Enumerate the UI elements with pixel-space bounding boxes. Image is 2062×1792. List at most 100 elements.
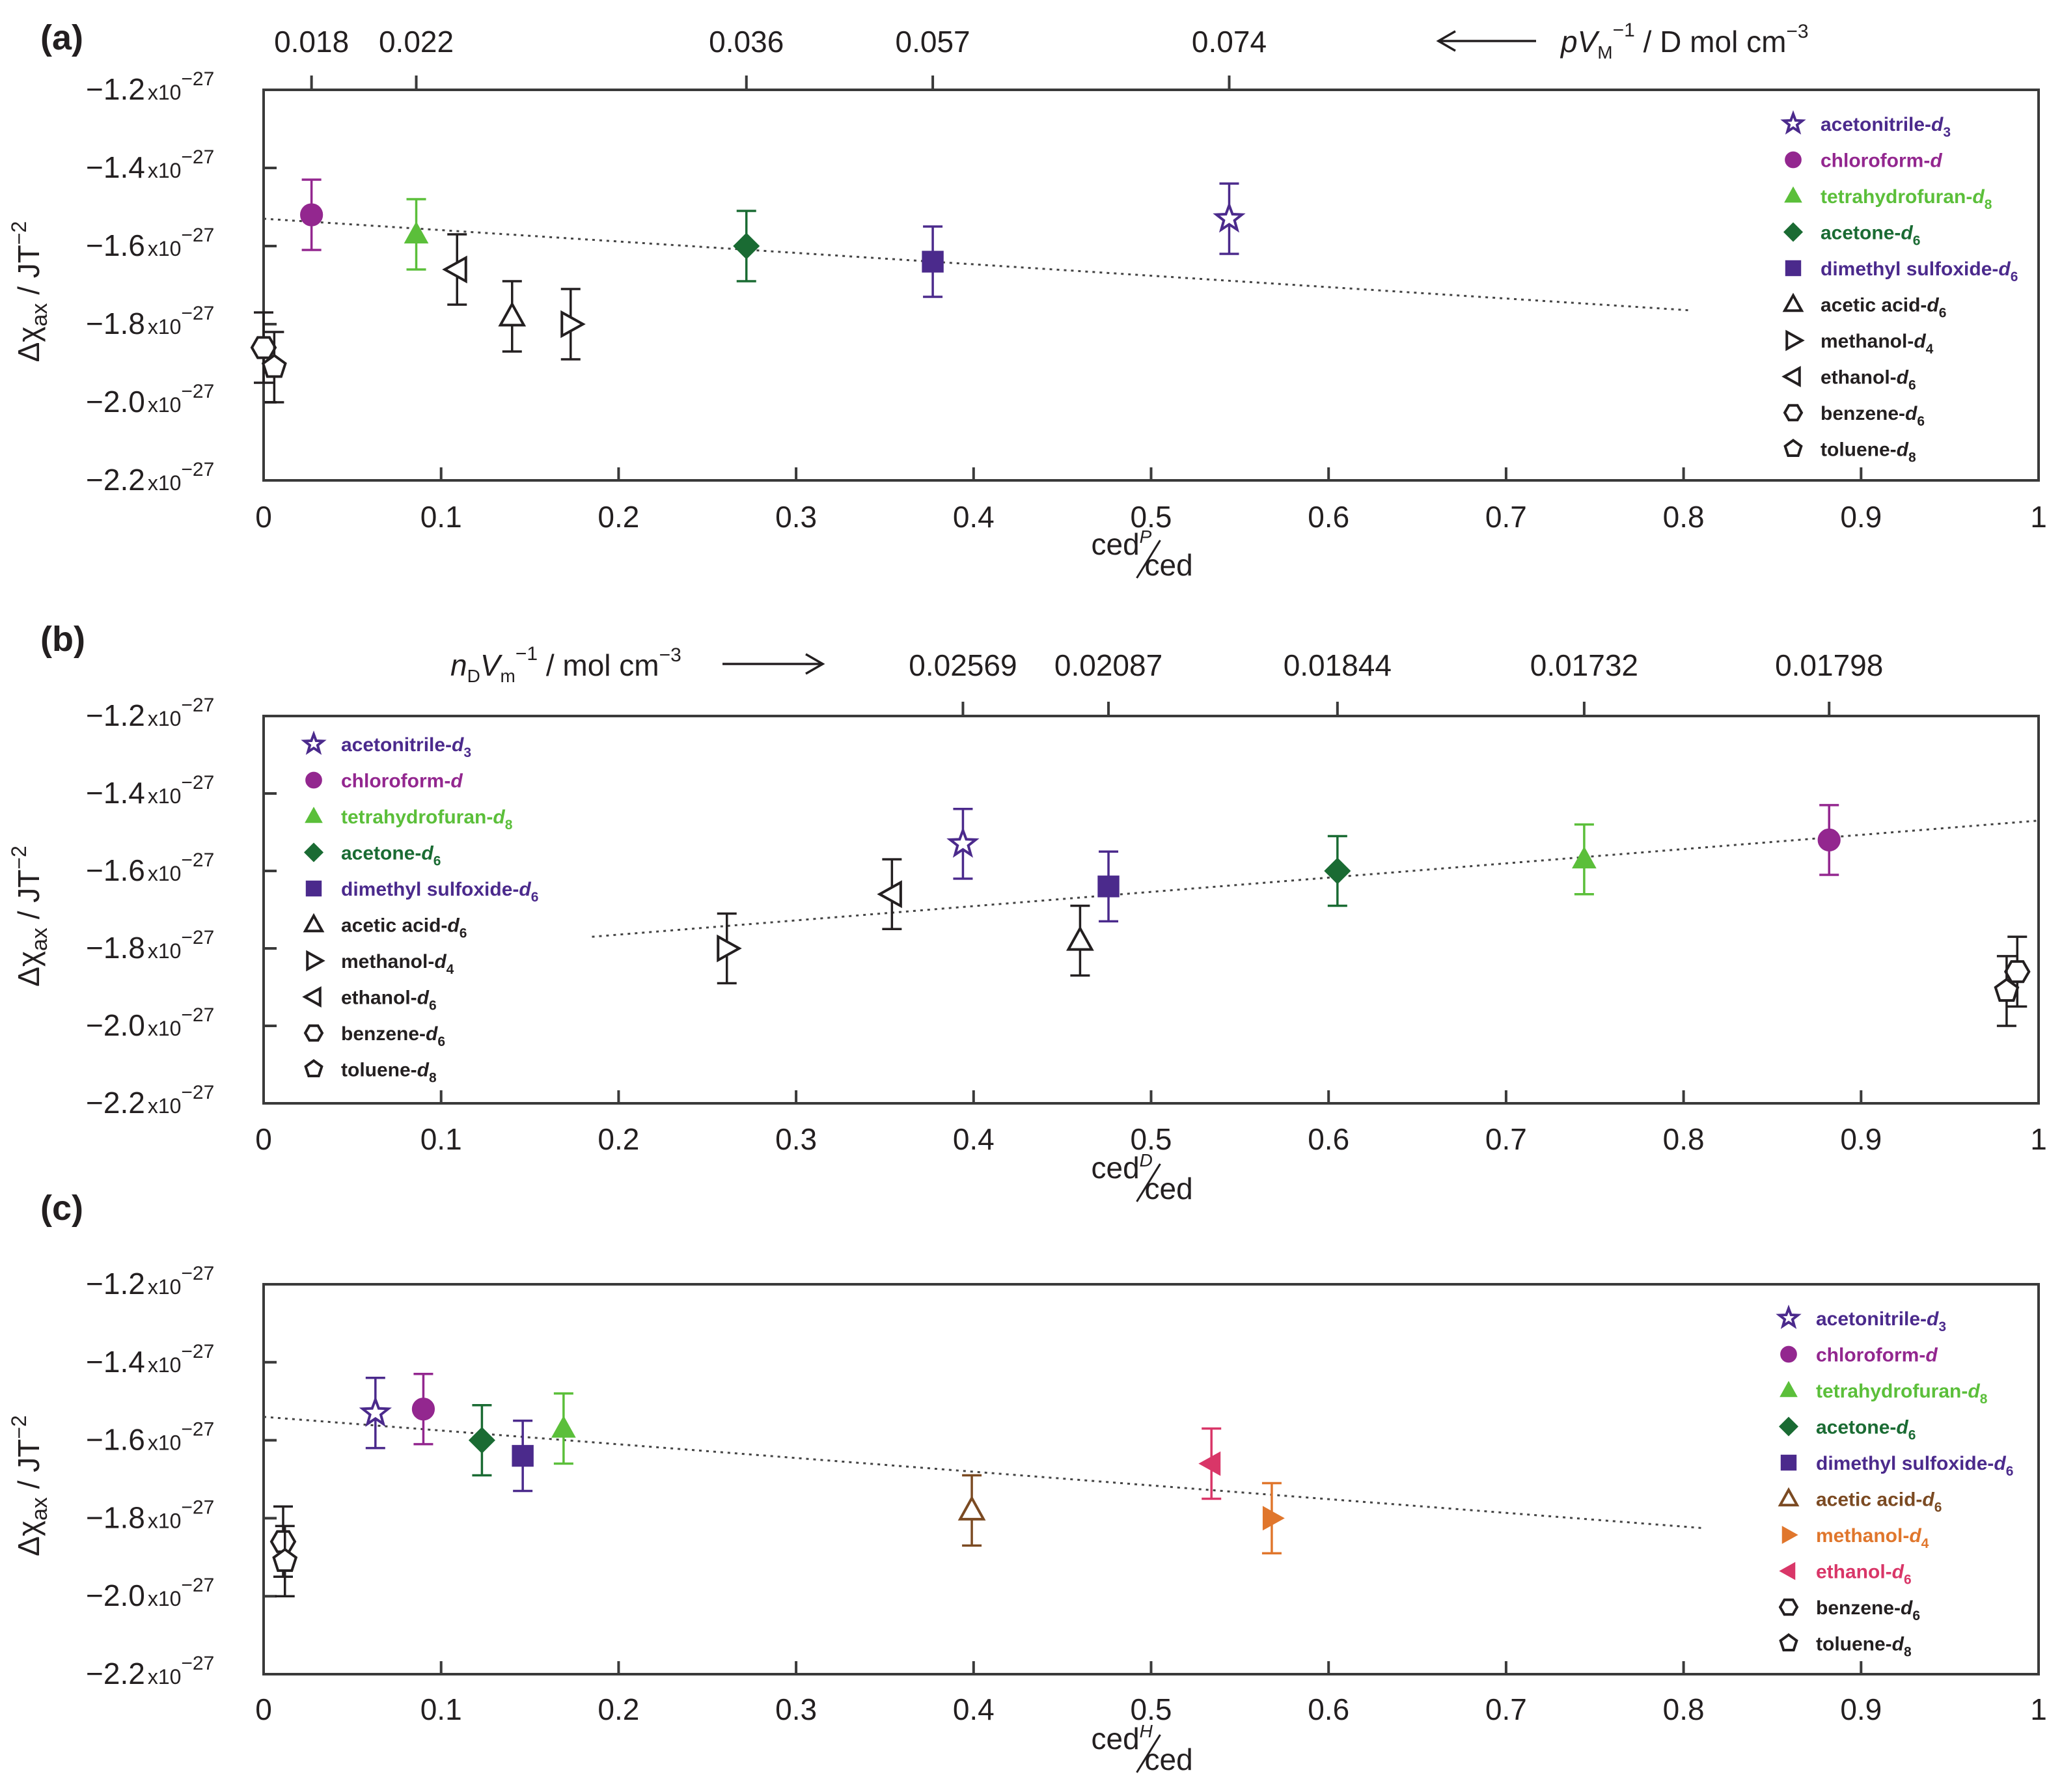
point-methanol-d4 — [717, 934, 742, 963]
legend-label-toluene-d8: toluene-d8 — [341, 1060, 437, 1086]
point-acetone-d6 — [733, 232, 760, 260]
x-tick-label: 0.2 — [598, 500, 639, 534]
x-tick-label: 0 — [255, 500, 272, 534]
x-tick-label: 0.7 — [1485, 1122, 1527, 1156]
top-axis-title: nDVm−1 / mol cm−3 — [450, 643, 681, 686]
legend-label-methanol-d4: methanol-d4 — [1816, 1525, 1929, 1551]
y-tick-label: −1.4 x10−27 — [86, 772, 214, 810]
legend-marker-benzene-d6 — [1783, 404, 1804, 422]
point-acetic-acid-d6 — [498, 301, 527, 327]
y-tick-label: −1.6 x10−27 — [86, 225, 214, 262]
y-tick-label: −1.4 x10−27 — [86, 146, 214, 184]
legend-label-acetone-d6: acetone-d6 — [1816, 1417, 1916, 1443]
plot-frame — [262, 1283, 2040, 1675]
x-tick-label: 0.6 — [1308, 500, 1349, 534]
y-tick-label: −1.8 x10−27 — [86, 303, 214, 340]
legend-marker-methanol-d4 — [1781, 1526, 1798, 1544]
x-tick-label: 0.4 — [953, 1692, 995, 1726]
point-methanol-d4 — [1262, 1506, 1285, 1531]
legend-marker-ethanol-d6 — [302, 986, 322, 1008]
legend-marker-ethanol-d6 — [1781, 366, 1801, 387]
y-tick-label: −2.2 x10−27 — [86, 1082, 214, 1120]
point-acetonitrile-d3 — [359, 1396, 392, 1427]
x-axis-title: cedH — [1092, 1721, 1153, 1756]
x-tick-label: 1 — [2030, 1122, 2047, 1156]
legend-marker-dimethyl-sulfoxide-d6 — [1780, 1454, 1797, 1471]
legend-label-dimethyl-sulfoxide-d6: dimethyl sulfoxide-d6 — [1821, 258, 2018, 284]
y-tick-label: −2.0 x10−27 — [86, 1004, 214, 1042]
plot-frame — [262, 715, 2040, 1105]
x-tick-label: 0.6 — [1308, 1122, 1349, 1156]
legend-marker-acetonitrile-d3 — [1776, 1304, 1802, 1329]
y-tick-label: −1.2 x10−27 — [86, 695, 214, 732]
legend-label-ethanol-d6: ethanol-d6 — [1821, 367, 1916, 393]
trend-line — [592, 820, 2039, 938]
top-x-tick-label: 0.01798 — [1775, 648, 1883, 682]
y-tick-label: −1.4 x10−27 — [86, 1341, 214, 1379]
x-tick-label: 0 — [255, 1122, 272, 1156]
point-dimethyl-sulfoxide-d6 — [1097, 875, 1120, 898]
y-tick-label: −1.8 x10−27 — [86, 1496, 214, 1534]
point-ethanol-d6 — [442, 255, 467, 284]
x-tick-label: 0.9 — [1840, 1692, 1882, 1726]
trend-line — [263, 217, 1693, 312]
x-tick-label: 0.9 — [1840, 500, 1882, 534]
x-tick-label: 0.5 — [1131, 1692, 1172, 1726]
x-axis-title: cedP — [1092, 527, 1152, 561]
y-tick-label: −1.2 x10−27 — [86, 1263, 214, 1301]
top-x-tick-label: 0.074 — [1192, 25, 1267, 59]
legend-marker-toluene-d8 — [1783, 439, 1803, 458]
legend-label-benzene-d6: benzene-d6 — [341, 1023, 445, 1049]
point-acetonitrile-d3 — [1213, 201, 1246, 233]
x-tick-label: 0.8 — [1663, 1692, 1705, 1726]
legend-marker-chloroform-d — [305, 771, 322, 789]
legend-label-benzene-d6: benzene-d6 — [1816, 1597, 1920, 1623]
legend-label-chloroform-d: chloroform-d — [1816, 1345, 1938, 1366]
point-dimethyl-sulfoxide-d6 — [512, 1444, 534, 1467]
top-x-tick-label: 0.01732 — [1530, 648, 1638, 682]
legend-marker-chloroform-d — [1785, 151, 1802, 169]
point-methanol-d4 — [560, 310, 586, 338]
legend-marker-tetrahydrofuran-d8 — [1784, 186, 1802, 203]
panel-b: (b) 0 0.1 0.2 0.3 0.4 0.5 0.6 0.7 0.8 0.9 1 −1.2 x10−… — [7, 620, 2047, 1206]
top-x-tick-label: 0.02087 — [1054, 648, 1162, 682]
top-x-tick-label: 0.02569 — [909, 648, 1017, 682]
legend-marker-methanol-d4 — [1785, 329, 1805, 352]
legend: acetonitrile-d3 chloroform-d tetrahydrofur… — [301, 730, 538, 1086]
point-dimethyl-sulfoxide-d6 — [922, 251, 944, 273]
legend-marker-methanol-d4 — [306, 950, 325, 972]
x-tick-label: 0.8 — [1663, 1122, 1705, 1156]
panel-c: (c) 0 0.1 0.2 0.3 0.4 0.5 0.6 0.7 0.8 0.9 1 −1.2 x10−… — [7, 1189, 2047, 1776]
x-tick-label: 0.8 — [1663, 500, 1705, 534]
point-toluene-d8 — [1994, 977, 2020, 1002]
legend-marker-toluene-d8 — [304, 1059, 323, 1078]
legend-label-acetic-acid-d6: acetic acid-d6 — [1821, 295, 1946, 321]
x-tick-label: 0.7 — [1485, 500, 1527, 534]
point-acetone-d6 — [468, 1427, 495, 1454]
legend-marker-ethanol-d6 — [1779, 1562, 1796, 1580]
point-acetic-acid-d6 — [1066, 926, 1094, 951]
x-tick-label: 0.5 — [1131, 500, 1172, 534]
legend-marker-chloroform-d — [1780, 1345, 1797, 1363]
point-acetone-d6 — [1324, 857, 1351, 885]
x-tick-label: 0.2 — [598, 1122, 639, 1156]
legend-label-toluene-d8: toluene-d8 — [1816, 1634, 1912, 1660]
y-tick-label: −2.0 x10−27 — [86, 1575, 214, 1612]
top-x-tick-label: 0.01844 — [1284, 648, 1392, 682]
point-acetonitrile-d3 — [946, 826, 980, 858]
legend-marker-tetrahydrofuran-d8 — [305, 806, 323, 823]
legend-label-toluene-d8: toluene-d8 — [1821, 439, 1916, 465]
legend-marker-dimethyl-sulfoxide-d6 — [305, 880, 322, 897]
point-tetrahydrofuran-d8 — [551, 1415, 576, 1438]
legend-marker-dimethyl-sulfoxide-d6 — [1785, 260, 1802, 277]
x-tick-label: 0.4 — [953, 500, 995, 534]
point-ethanol-d6 — [1198, 1451, 1221, 1476]
x-tick-label: 0.3 — [775, 1122, 817, 1156]
x-tick-label: 0.4 — [953, 1122, 995, 1156]
x-tick-label: 0.1 — [420, 1692, 462, 1726]
legend-marker-toluene-d8 — [1779, 1633, 1798, 1652]
legend: acetonitrile-d3 chloroform-d tetrahydrofur… — [1776, 1304, 2013, 1660]
panel-label: (c) — [40, 1189, 83, 1228]
top-axis-title: pVM−1 / D mol cm−3 — [1560, 20, 1809, 62]
